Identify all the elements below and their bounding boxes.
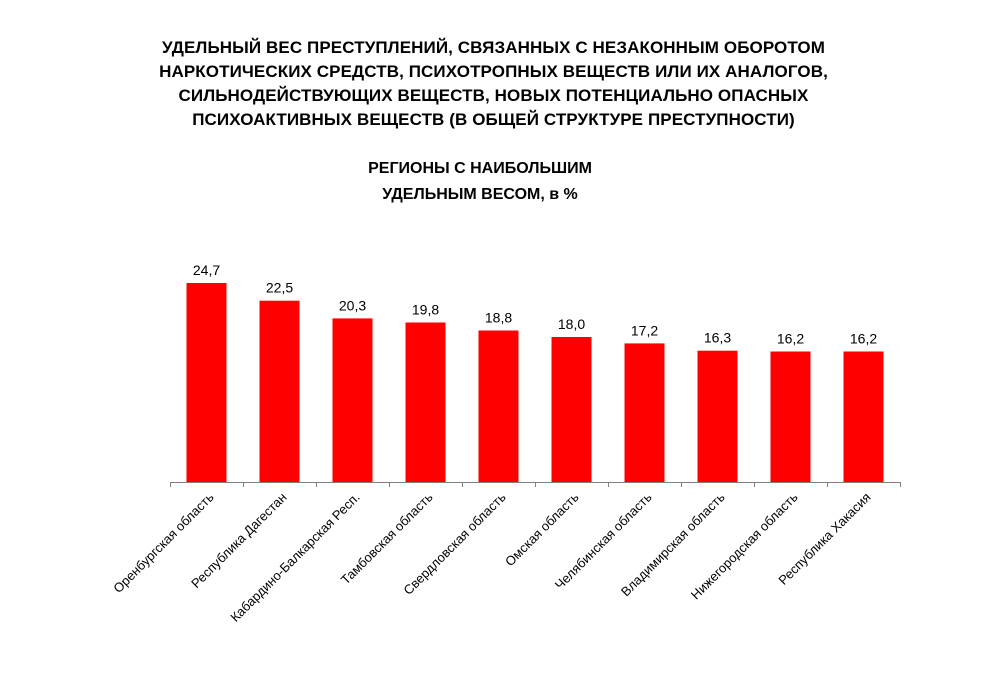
bar-value-label: 18,8 <box>485 310 512 326</box>
bars-group <box>186 283 884 482</box>
bar <box>405 322 446 482</box>
bar-value-label: 18,0 <box>558 316 585 332</box>
bar-value-label: 22,5 <box>266 280 293 296</box>
chart-title-line: НАРКОТИЧЕСКИХ СРЕДСТВ, ПСИХОТРОПНЫХ ВЕЩЕ… <box>159 62 828 81</box>
chart-subtitle-line: РЕГИОНЫ С НАИБОЛЬШИМ <box>368 160 592 177</box>
bar-value-label: 16,3 <box>704 330 731 346</box>
chart-subtitle-line: УДЕЛЬНЫМ ВЕСОМ, в % <box>382 186 578 203</box>
x-tick-label: Кабардино-Балкарская Респ. <box>227 490 362 625</box>
x-axis <box>170 482 901 487</box>
bar-value-label: 20,3 <box>339 297 366 313</box>
bar <box>551 337 592 482</box>
bar-value-label: 17,2 <box>631 322 658 338</box>
bar <box>259 300 300 482</box>
bar-value-label: 16,2 <box>777 331 804 347</box>
bar <box>186 283 227 482</box>
bar-value-label: 16,2 <box>850 331 877 347</box>
bar <box>843 351 884 482</box>
bar-value-label: 24,7 <box>193 262 220 278</box>
bar <box>624 343 665 482</box>
bar <box>697 350 738 482</box>
bar <box>478 330 519 482</box>
chart-title: УДЕЛЬНЫЙ ВЕС ПРЕСТУПЛЕНИЙ, СВЯЗАННЫХ С Н… <box>0 36 987 132</box>
chart-subtitle: РЕГИОНЫ С НАИБОЛЬШИМ УДЕЛЬНЫМ ВЕСОМ, в % <box>0 156 960 208</box>
chart-title-line: СИЛЬНОДЕЙСТВУЮЩИХ ВЕЩЕСТВ, НОВЫХ ПОТЕНЦИ… <box>178 86 809 105</box>
chart-title-line: ПСИХОАКТИВНЫХ ВЕЩЕСТВ (В ОБЩЕЙ СТРУКТУРЕ… <box>192 110 795 129</box>
chart-title-line: УДЕЛЬНЫЙ ВЕС ПРЕСТУПЛЕНИЙ, СВЯЗАННЫХ С Н… <box>161 38 826 57</box>
bar <box>770 351 811 482</box>
bar-value-label: 19,8 <box>412 302 439 318</box>
bar <box>332 318 373 482</box>
x-tick-label: Омская область <box>502 489 582 569</box>
